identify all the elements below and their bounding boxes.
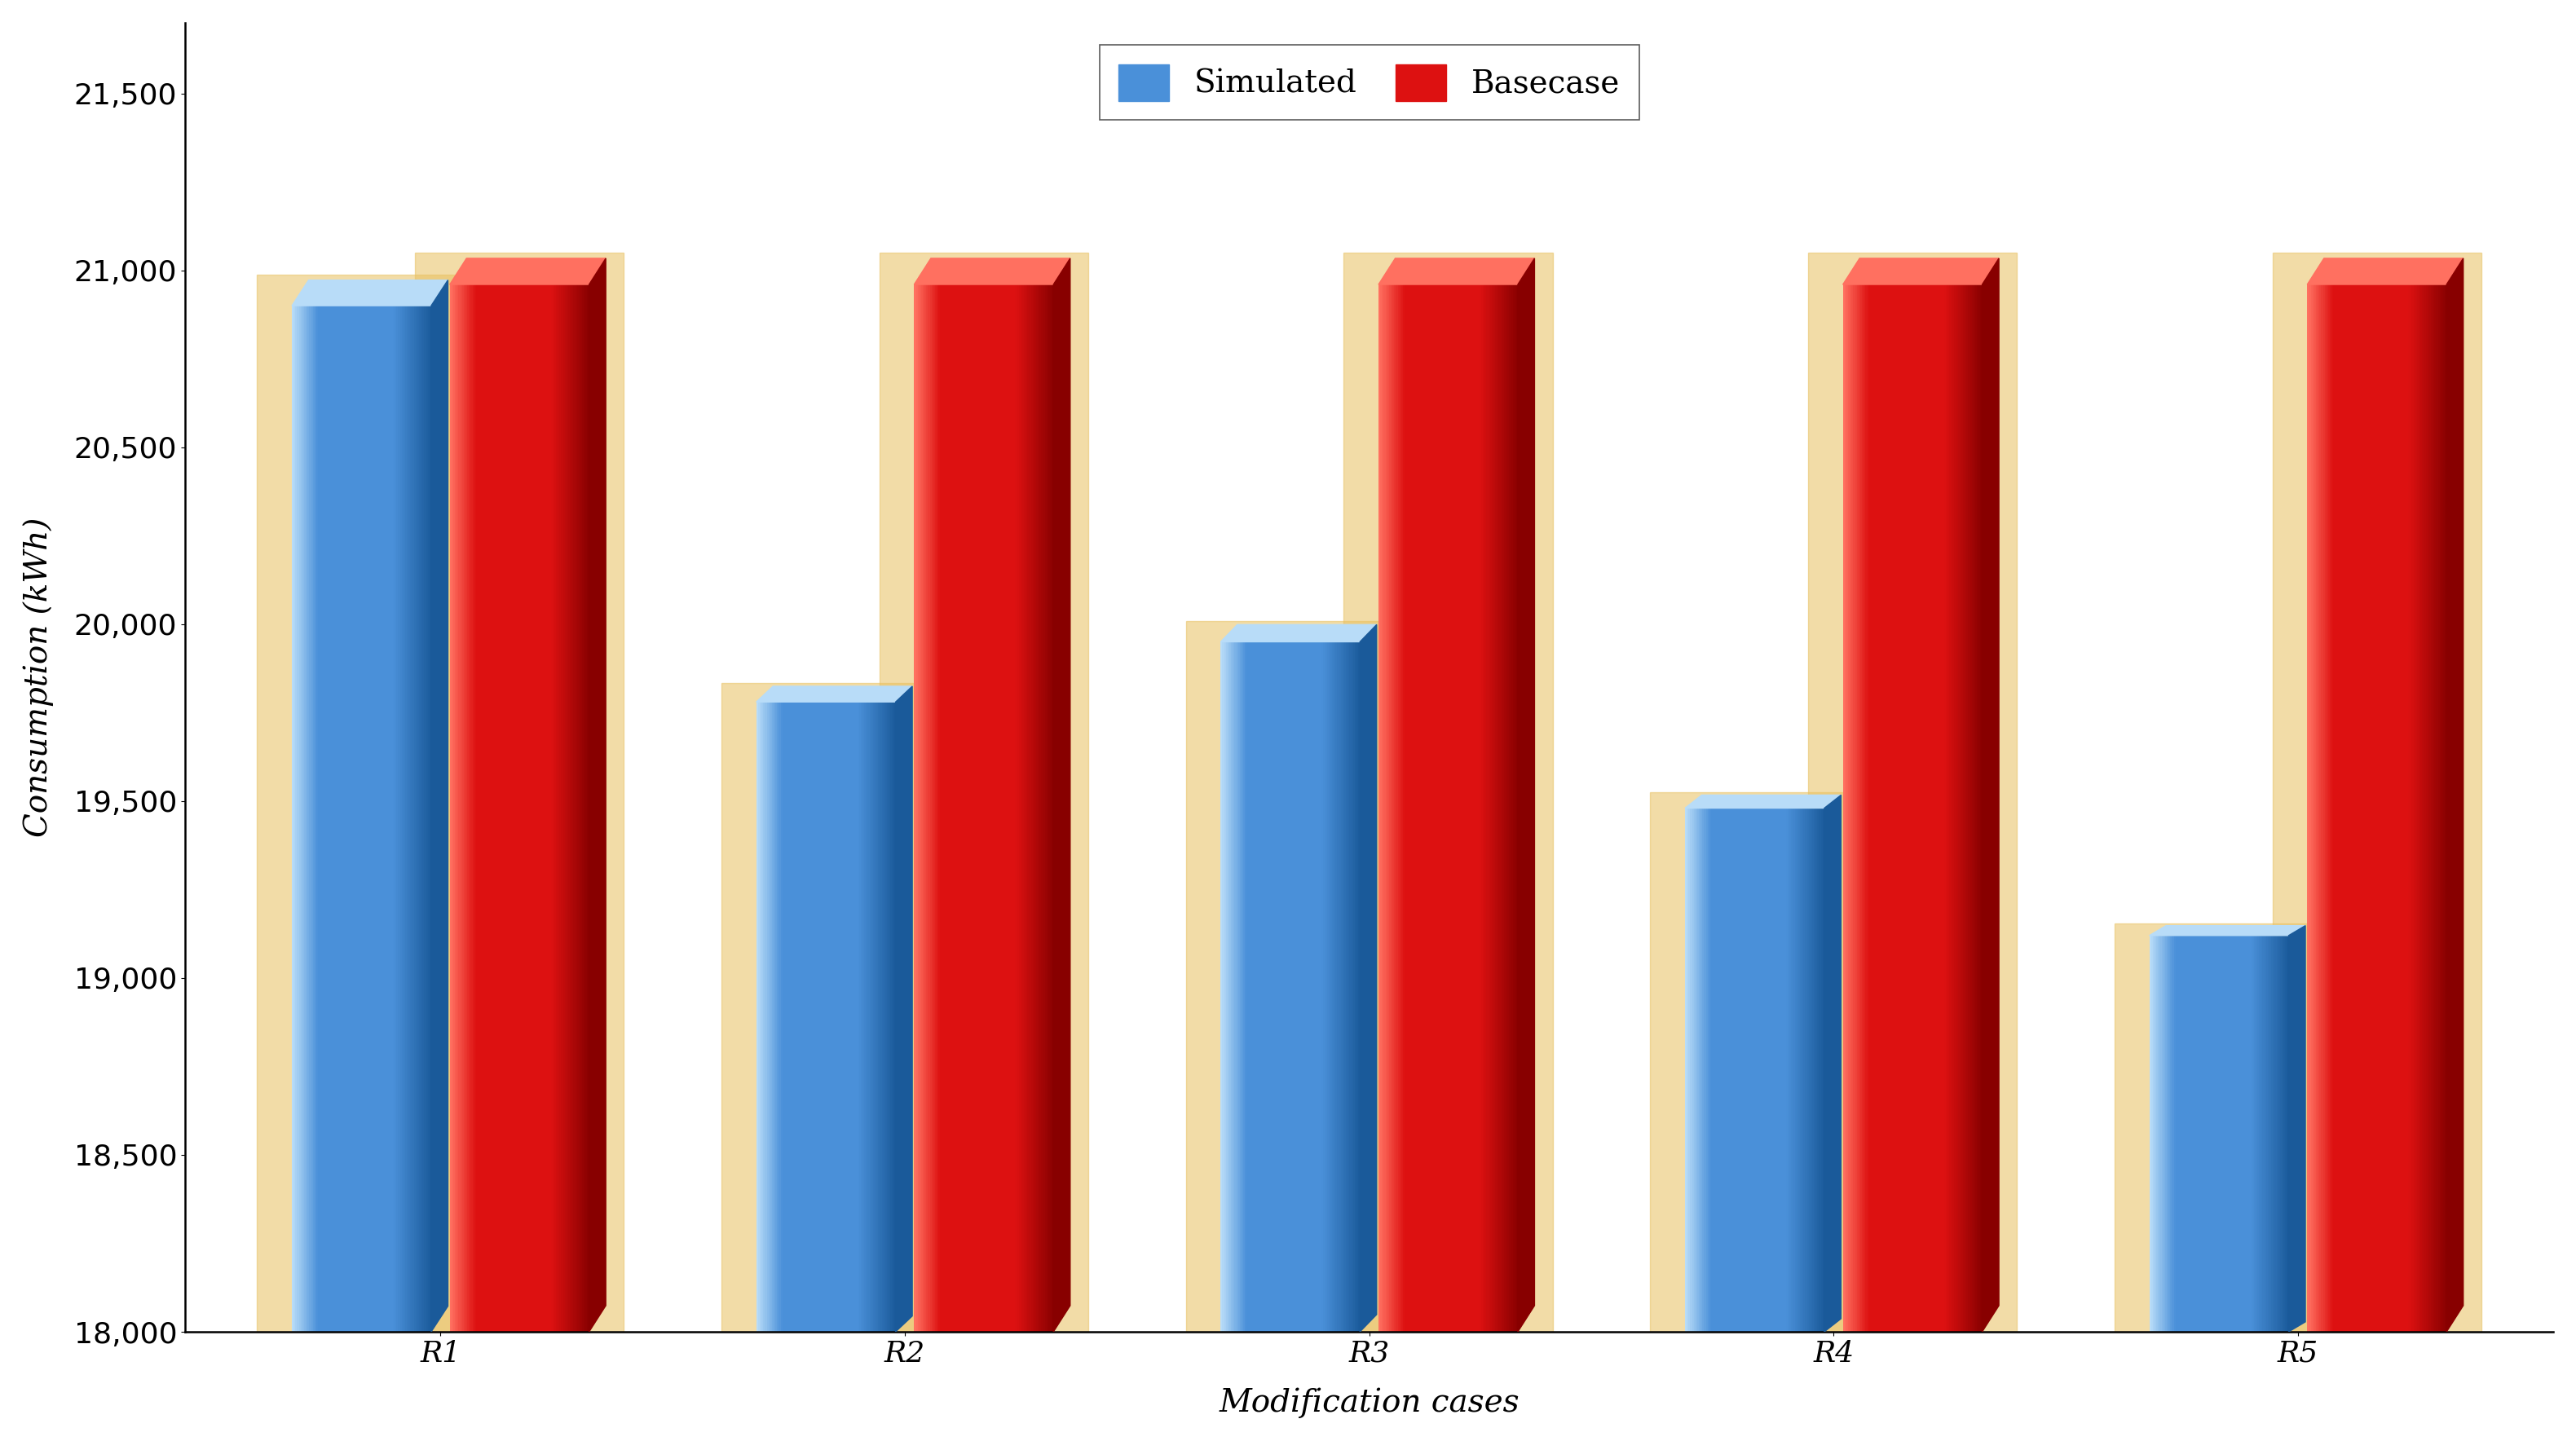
Polygon shape — [757, 686, 912, 702]
Polygon shape — [2148, 925, 2306, 935]
Bar — [415, 254, 623, 1342]
Legend: Simulated, Basecase: Simulated, Basecase — [1100, 45, 1638, 120]
Bar — [1345, 254, 1553, 1342]
Polygon shape — [2447, 258, 2463, 1331]
Polygon shape — [590, 258, 605, 1331]
Bar — [721, 683, 930, 1339]
Polygon shape — [2287, 925, 2306, 1331]
Polygon shape — [1221, 624, 1376, 641]
Bar — [2115, 924, 2324, 1336]
Polygon shape — [1981, 258, 1999, 1331]
Polygon shape — [1685, 795, 1842, 808]
Polygon shape — [1378, 258, 1535, 284]
Polygon shape — [896, 686, 912, 1331]
Bar — [878, 254, 1087, 1342]
Polygon shape — [451, 258, 605, 284]
Polygon shape — [430, 280, 448, 1331]
X-axis label: Modification cases: Modification cases — [1218, 1388, 1520, 1418]
Y-axis label: Consumption (kWh): Consumption (kWh) — [23, 517, 54, 837]
Polygon shape — [291, 280, 448, 305]
Polygon shape — [1842, 258, 1999, 284]
Polygon shape — [1054, 258, 1069, 1331]
Polygon shape — [2308, 258, 2463, 284]
Bar — [1808, 254, 2017, 1342]
Polygon shape — [1824, 795, 1842, 1331]
Polygon shape — [914, 258, 1069, 284]
Bar — [1185, 621, 1394, 1339]
Polygon shape — [1360, 624, 1376, 1331]
Bar — [2272, 254, 2481, 1342]
Polygon shape — [1517, 258, 1535, 1331]
Bar — [258, 275, 466, 1342]
Bar — [1651, 793, 1860, 1337]
